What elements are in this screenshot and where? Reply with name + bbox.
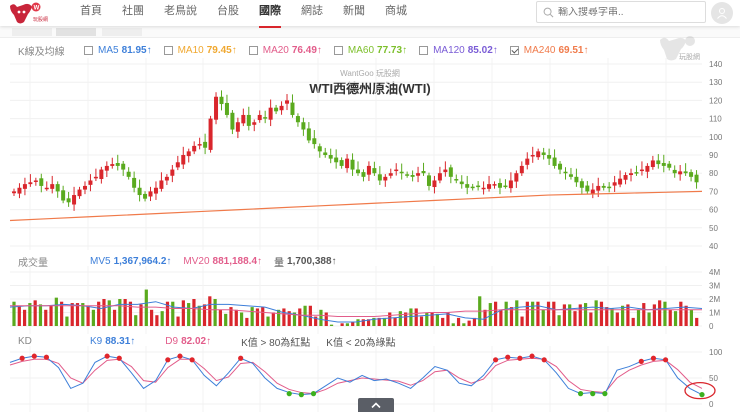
kd-chart[interactable]: 100 50 0 xyxy=(0,346,740,412)
svg-text:0: 0 xyxy=(709,322,714,331)
user-avatar[interactable] xyxy=(711,2,733,24)
nav-veterans[interactable]: 老鳥說 xyxy=(164,5,197,17)
svg-text:50: 50 xyxy=(709,224,718,233)
svg-text:50: 50 xyxy=(709,374,718,383)
watermark-logo-text: 玩股網 xyxy=(679,54,700,61)
kd-panel-title: KD xyxy=(18,335,32,347)
watermark-logo xyxy=(660,36,695,61)
ma-value: 85.02 xyxy=(467,44,493,56)
price-panel-title: K線及均線 xyxy=(18,46,65,58)
toolbar-tab[interactable] xyxy=(56,28,96,36)
volume-legend: 成交量 MV5 1,367,964.2 ↑ MV20 881,188.4 ↑ 量 1,70… xyxy=(0,254,349,269)
svg-text:W: W xyxy=(34,6,40,12)
ma-toggle-ma240[interactable]: MA240 69.51 ↑ xyxy=(509,44,589,56)
ma-value: 79.45 xyxy=(206,44,232,56)
nav-international[interactable]: 國際 xyxy=(249,0,291,28)
ma-label: MA5 xyxy=(98,44,119,56)
ma-arrow: ↑ xyxy=(583,44,589,56)
mv5-indicator: MV5 1,367,964.2 ↑ xyxy=(90,255,172,267)
wantgoo-logo[interactable]: W 玩股網 xyxy=(8,2,56,26)
svg-text:4M: 4M xyxy=(709,268,720,277)
nav-blog[interactable]: 網誌 xyxy=(301,5,323,17)
svg-text:玩股網: 玩股網 xyxy=(33,16,48,23)
chart-watermark: WantGoo 玩股網 xyxy=(340,69,400,78)
checkbox[interactable] xyxy=(248,45,258,55)
collapse-button[interactable] xyxy=(358,398,394,412)
checkbox[interactable] xyxy=(419,45,429,55)
ma-value: 69.51 xyxy=(558,44,584,56)
svg-text:90: 90 xyxy=(709,151,718,160)
chevron-up-icon xyxy=(371,402,381,408)
ma-arrow: ↑ xyxy=(492,44,498,56)
candlestick-chart[interactable]: 140 130 120 110 100 90 80 70 60 50 40 xyxy=(0,58,740,250)
svg-text:100: 100 xyxy=(709,133,723,142)
search-input[interactable] xyxy=(558,6,688,18)
main-nav: 首頁 社團 老鳥說 台股 國際 網誌 新聞 商城 xyxy=(70,0,417,28)
price-legend: K線及均線 MA5 81.95 ↑ MA10 79.45 ↑ MA20 76.49 ↑ MA60 7… xyxy=(0,43,601,58)
ma-label: MA120 xyxy=(433,44,465,56)
svg-text:3M: 3M xyxy=(709,282,720,291)
ma-arrow: ↑ xyxy=(316,44,322,56)
checkbox[interactable] xyxy=(84,45,93,55)
svg-text:100: 100 xyxy=(709,348,723,357)
nav-news[interactable]: 新聞 xyxy=(343,5,365,17)
ma-toggle-ma20[interactable]: MA20 76.49 ↑ xyxy=(248,44,322,56)
kd-note-red: K值 > 80為紅點 xyxy=(241,337,311,349)
svg-text:2M: 2M xyxy=(709,295,720,304)
ma-label: MA10 xyxy=(177,44,204,56)
ma-label: MA60 xyxy=(347,44,375,56)
checkbox[interactable] xyxy=(333,45,343,55)
ma-arrow: ↑ xyxy=(146,44,152,56)
ma-value: 76.49 xyxy=(291,44,317,56)
ma-arrow: ↑ xyxy=(231,44,237,56)
svg-text:130: 130 xyxy=(709,78,723,87)
ma-value: 81.95 xyxy=(121,44,147,56)
svg-text:40: 40 xyxy=(709,242,718,250)
search-icon xyxy=(543,7,554,17)
chart-toolbar xyxy=(0,26,740,38)
volume-indicator: 量 1,700,388 ↑ xyxy=(274,255,337,269)
nav-community[interactable]: 社團 xyxy=(122,5,144,17)
ma-toggle-ma5[interactable]: MA5 81.95 ↑ xyxy=(84,45,152,56)
user-icon xyxy=(717,8,727,19)
svg-text:80: 80 xyxy=(709,169,718,178)
svg-text:70: 70 xyxy=(709,187,718,196)
mv20-indicator: MV20 881,188.4 ↑ xyxy=(183,255,263,267)
ma-toggle-ma60[interactable]: MA60 77.73 ↑ xyxy=(333,44,408,56)
top-nav-bar: W 玩股網 首頁 社團 老鳥說 台股 國際 網誌 新聞 商城 xyxy=(0,0,740,28)
checkbox[interactable] xyxy=(509,45,519,55)
ma-arrow: ↑ xyxy=(402,44,408,56)
volume-chart[interactable]: 4M 3M 2M 1M 0 xyxy=(0,266,740,334)
kd-note-green: K值 < 20為綠點 xyxy=(326,337,396,349)
ma-toggle-ma120[interactable]: MA120 85.02 ↑ xyxy=(419,45,498,56)
ma-label: MA20 xyxy=(262,44,289,56)
chart-title: WTI西德州原油(WTI) xyxy=(309,81,431,96)
k9-indicator: K9 88.31 ↑ xyxy=(90,335,136,347)
nav-home[interactable]: 首頁 xyxy=(80,5,102,17)
svg-text:60: 60 xyxy=(709,206,718,215)
nav-tw-stocks[interactable]: 台股 xyxy=(217,5,239,17)
ma-label: MA240 xyxy=(523,44,556,56)
nav-shop[interactable]: 商城 xyxy=(385,5,407,17)
ma-toggle-ma10[interactable]: MA10 79.45 ↑ xyxy=(163,44,237,56)
toolbar-tab[interactable] xyxy=(102,28,142,36)
toolbar-tab[interactable] xyxy=(12,28,52,36)
svg-text:1M: 1M xyxy=(709,309,720,318)
svg-text:120: 120 xyxy=(709,96,723,105)
checkbox[interactable] xyxy=(163,45,173,55)
ma-list: MA5 81.95 ↑ MA10 79.45 ↑ MA20 76.49 ↑ MA60 77.73 ↑ M… xyxy=(84,45,601,56)
svg-text:140: 140 xyxy=(709,60,723,69)
svg-text:110: 110 xyxy=(709,115,722,124)
kd-legend: KD K9 88.31 ↑ D9 82.02 ↑ K值 > 80為紅點 K值 < 20為… xyxy=(0,334,412,349)
search-box[interactable] xyxy=(536,1,706,23)
volume-panel-title: 成交量 xyxy=(18,257,48,269)
svg-text:0: 0 xyxy=(709,400,714,409)
d9-indicator: D9 82.02 ↑ xyxy=(165,335,212,347)
ma-value: 77.73 xyxy=(377,44,403,56)
